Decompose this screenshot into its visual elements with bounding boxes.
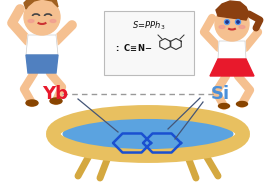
Ellipse shape xyxy=(218,104,230,108)
FancyBboxPatch shape xyxy=(104,11,194,75)
Circle shape xyxy=(215,7,249,41)
Text: Si: Si xyxy=(211,85,230,103)
Circle shape xyxy=(226,21,228,23)
Polygon shape xyxy=(218,41,246,59)
Circle shape xyxy=(235,19,241,25)
Ellipse shape xyxy=(62,118,234,150)
Ellipse shape xyxy=(237,101,248,106)
Circle shape xyxy=(237,21,239,23)
Polygon shape xyxy=(26,35,58,55)
Polygon shape xyxy=(26,55,58,73)
Ellipse shape xyxy=(239,26,245,29)
Ellipse shape xyxy=(219,26,225,29)
Circle shape xyxy=(225,19,230,25)
Polygon shape xyxy=(216,1,249,20)
Ellipse shape xyxy=(26,100,38,106)
Polygon shape xyxy=(24,0,58,9)
Ellipse shape xyxy=(50,19,56,22)
Polygon shape xyxy=(210,59,254,76)
Text: $\bf{:}\ C\!\equiv\!N\!-$: $\bf{:}\ C\!\equiv\!N\!-$ xyxy=(114,43,152,53)
Text: $S\!=\!PPh_3$: $S\!=\!PPh_3$ xyxy=(132,19,166,32)
Circle shape xyxy=(24,0,60,35)
Ellipse shape xyxy=(50,98,62,104)
Ellipse shape xyxy=(28,19,34,22)
Text: Yb: Yb xyxy=(42,85,68,103)
